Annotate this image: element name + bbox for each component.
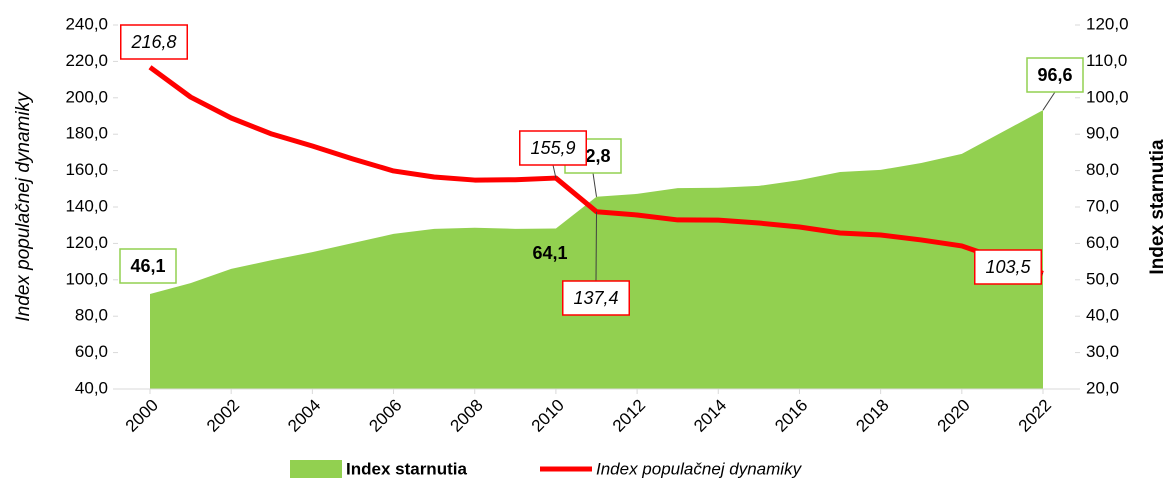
label-box [119,248,177,284]
x-tick-label: 2002 [203,396,243,436]
y-tick-label: 60,0 [75,342,108,361]
legend-swatch [290,460,342,478]
data-label: 64,1 [532,243,567,263]
y2-axis-title: Index starnutia [1147,139,1168,275]
y2-tick-label: 50,0 [1086,269,1119,288]
x-tick-label: 2004 [284,396,324,436]
data-label: 103,5 [985,257,1031,277]
y2-tick-label: 40,0 [1086,306,1119,325]
leader-line [595,211,597,282]
y2-tick-label: 70,0 [1086,196,1119,215]
x-tick-label: 2020 [934,396,974,436]
y2-tick-label: 120,0 [1086,14,1129,33]
legend-label: Index populačnej dynamiky [596,459,803,478]
y-tick-label: 200,0 [65,87,108,106]
y2-tick-label: 30,0 [1086,342,1119,361]
data-label: 155,9 [530,138,575,158]
leader-line [592,172,597,197]
y-tick-label: 80,0 [75,306,108,325]
x-tick-label: 2012 [609,396,649,436]
y-tick-label: 180,0 [65,124,108,143]
x-tick-label: 2014 [690,396,730,436]
y2-tick-label: 80,0 [1086,160,1119,179]
data-label: 46,1 [130,256,165,276]
label-box [519,130,587,166]
y2-tick-label: 90,0 [1086,124,1119,143]
data-label: 137,4 [573,288,618,308]
y2-tick-label: 20,0 [1086,378,1119,397]
label-box [1026,57,1084,93]
y-tick-label: 140,0 [65,196,108,215]
x-tick-label: 2006 [365,396,405,436]
y-tick-label: 160,0 [65,160,108,179]
x-tick-label: 2010 [528,396,568,436]
x-tick-label: 2018 [852,396,892,436]
y-tick-label: 220,0 [65,51,108,70]
y2-tick-label: 60,0 [1086,233,1119,252]
leader-line [1042,91,1056,111]
label-box [562,280,630,316]
data-label: 216,8 [130,32,176,52]
x-tick-label: 2016 [771,396,811,436]
leader-line [552,164,557,179]
y-tick-label: 40,0 [75,378,108,397]
legend-label: Index starnutia [346,459,467,478]
x-tick-label: 2000 [122,396,162,436]
label-box [120,24,188,60]
y-axis-title: Index populačnej dynamiky [13,91,34,322]
y-tick-label: 240,0 [65,14,108,33]
label-box [974,249,1042,285]
y2-tick-label: 110,0 [1086,51,1127,70]
y-tick-label: 100,0 [65,269,108,288]
y-tick-label: 120,0 [65,233,108,252]
x-tick-label: 2008 [447,396,487,436]
data-label: 96,6 [1037,65,1072,85]
x-tick-label: 2022 [1015,396,1055,436]
y2-tick-label: 100,0 [1086,87,1129,106]
